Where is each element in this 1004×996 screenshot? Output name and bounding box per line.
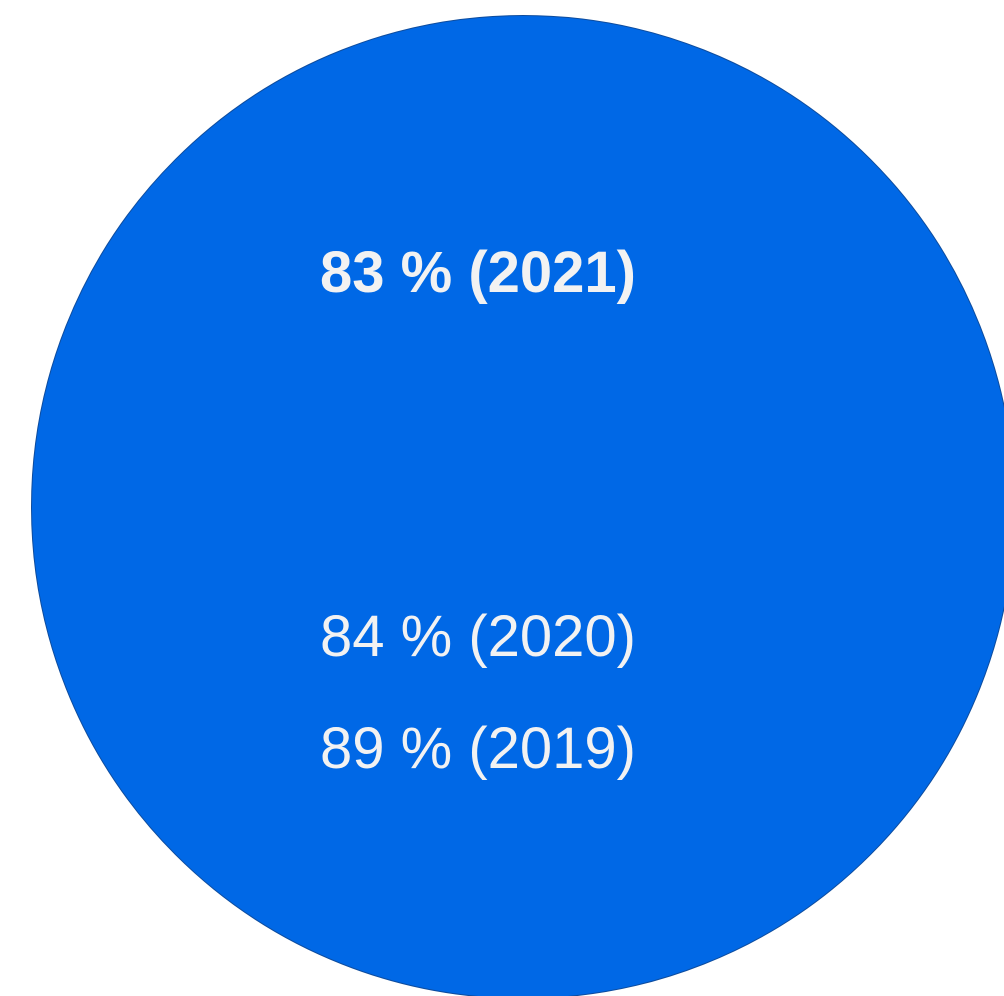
stat-2019: 89 % (2019) (320, 716, 636, 781)
blue-circle (31, 15, 1004, 996)
stat-2020: 84 % (2020) (320, 604, 636, 669)
stat-2021: 83 % (2021) (320, 240, 636, 305)
